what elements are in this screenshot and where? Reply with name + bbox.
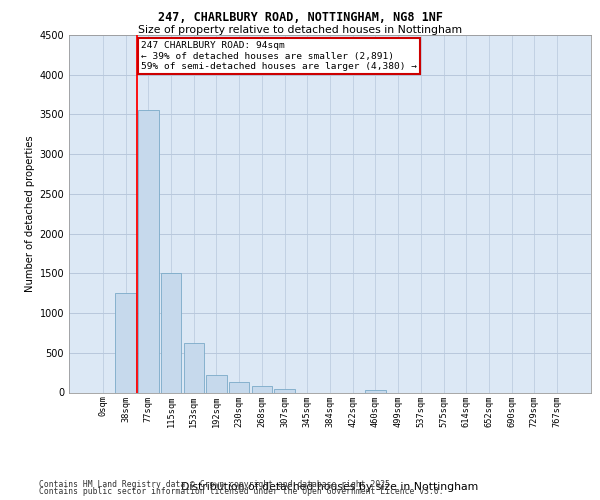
Bar [274,388,295,392]
Y-axis label: Number of detached properties: Number of detached properties [25,136,35,292]
Bar [184,343,204,392]
Bar [229,382,250,392]
Bar [138,110,158,392]
Text: Contains public sector information licensed under the Open Government Licence v3: Contains public sector information licen… [39,488,443,496]
Bar [251,386,272,392]
Bar [365,390,386,392]
Text: 247 CHARLBURY ROAD: 94sqm
← 39% of detached houses are smaller (2,891)
59% of se: 247 CHARLBURY ROAD: 94sqm ← 39% of detac… [141,42,417,71]
Text: Size of property relative to detached houses in Nottingham: Size of property relative to detached ho… [138,25,462,35]
Bar [206,375,227,392]
X-axis label: Distribution of detached houses by size in Nottingham: Distribution of detached houses by size … [181,482,479,492]
Text: 247, CHARLBURY ROAD, NOTTINGHAM, NG8 1NF: 247, CHARLBURY ROAD, NOTTINGHAM, NG8 1NF [157,11,443,24]
Bar [115,293,136,392]
Bar [161,274,181,392]
Text: Contains HM Land Registry data © Crown copyright and database right 2025.: Contains HM Land Registry data © Crown c… [39,480,395,489]
